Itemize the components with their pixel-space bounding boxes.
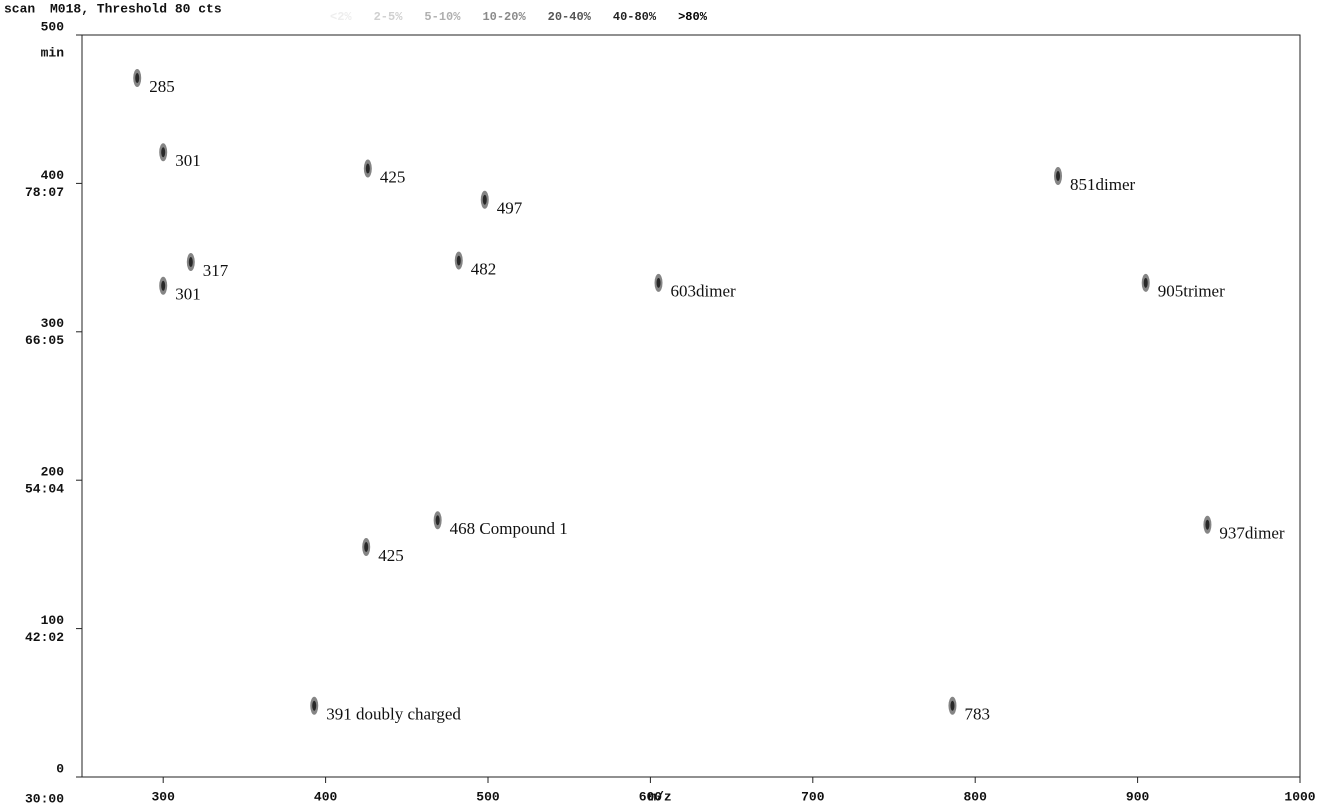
x-tick-label: 800 — [963, 789, 987, 804]
x-tick-label: 700 — [801, 789, 825, 804]
peak-core — [135, 73, 139, 83]
peak-label: 317 — [203, 261, 229, 280]
y-tick-label: 0 — [56, 761, 64, 776]
peak-label: 905trimer — [1158, 282, 1225, 301]
y-tick-label: 200 — [41, 465, 65, 480]
peak-core — [436, 515, 440, 525]
y-tick-label: 100 — [41, 613, 65, 628]
peak-label: 482 — [471, 259, 497, 278]
peak-core — [1205, 520, 1209, 530]
peak-label: 851dimer — [1070, 175, 1135, 194]
y-tick-label: 300 — [41, 316, 65, 331]
peak-label: 937dimer — [1219, 524, 1284, 543]
peak-label: 497 — [497, 199, 523, 218]
peak-core — [1056, 171, 1060, 181]
time-tick-label: 54:04 — [25, 482, 64, 497]
peak-core — [483, 195, 487, 205]
peak-core — [364, 542, 368, 552]
peak-label: 425 — [380, 167, 406, 186]
chart-title: M018, Threshold 80 cts — [50, 1, 222, 16]
x-tick-label: 600 — [639, 789, 663, 804]
plot-frame — [82, 35, 1300, 777]
x-tick-label: 1000 — [1284, 789, 1315, 804]
time-axis-label: min — [41, 45, 65, 60]
legend-entry: 10-20% — [482, 10, 526, 24]
peak-label: 301 — [175, 151, 201, 170]
legend-entry: >80% — [678, 10, 708, 24]
peak-label: 603dimer — [671, 282, 736, 301]
x-tick-label: 300 — [151, 789, 175, 804]
peak-label: 285 — [149, 77, 175, 96]
peak-core — [1144, 278, 1148, 288]
time-tick-label: 66:05 — [25, 333, 64, 348]
legend-entry: 2-5% — [374, 10, 404, 24]
page: {"chart_data": { "type": "scatter", "tit… — [0, 0, 1323, 808]
peak-core — [657, 278, 661, 288]
time-tick-label: 78:07 — [25, 185, 64, 200]
peak-core — [366, 164, 370, 174]
time-tick-label: 42:02 — [25, 630, 64, 645]
legend-entry: 40-80% — [613, 10, 657, 24]
peak-label: 468 Compound 1 — [450, 519, 568, 538]
legend-entry: 5-10% — [424, 10, 461, 24]
y-axis-label: scan — [4, 1, 35, 16]
legend-entry: <2% — [330, 10, 352, 24]
x-tick-label: 400 — [314, 789, 338, 804]
peak-label: 783 — [964, 705, 990, 724]
peak-core — [457, 256, 461, 266]
legend-entry: 20-40% — [548, 10, 592, 24]
time-tick-label: 30:00 — [25, 791, 64, 806]
y-tick-label: 400 — [41, 168, 65, 183]
chart: scan M018, Threshold 80 cts m/z <2%2-5%5… — [0, 0, 1323, 808]
x-tick-label: 500 — [476, 789, 500, 804]
y-tick-label: 500 — [41, 19, 65, 34]
x-tick-label: 900 — [1126, 789, 1150, 804]
peak-core — [161, 281, 165, 291]
peak-core — [189, 257, 193, 267]
peak-label: 425 — [378, 546, 404, 565]
peak-label: 301 — [175, 285, 201, 304]
peak-core — [161, 147, 165, 157]
peak-core — [950, 701, 954, 711]
peak-core — [312, 701, 316, 711]
peak-label: 391 doubly charged — [326, 705, 461, 724]
